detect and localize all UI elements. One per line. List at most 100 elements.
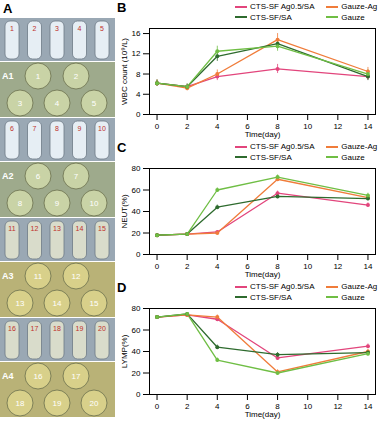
svg-text:8: 8 [136,70,141,79]
svg-text:19: 19 [53,399,62,408]
svg-text:16: 16 [132,29,141,38]
html-text:Gauze: Gauze [341,292,365,302]
svg-text:9: 9 [78,125,82,132]
svg-text:8: 8 [18,199,23,208]
html-text:B: B [117,0,127,15]
html-text:CTS-SF Ag0.5/SA: CTS-SF Ag0.5/SA [250,142,315,151]
svg-text:6: 6 [245,122,250,132]
svg-text:2: 2 [185,262,190,271]
svg-text:12: 12 [132,49,141,58]
svg-text:A1: A1 [2,71,14,81]
svg-text:0: 0 [136,110,141,119]
svg-text:10: 10 [303,262,312,271]
svg-text:20: 20 [90,399,99,408]
svg-text:6: 6 [36,172,41,181]
svg-text:WBC count (10⁹/L): WBC count (10⁹/L) [120,38,129,105]
svg-text:8: 8 [55,125,59,132]
svg-text:17: 17 [31,325,39,332]
svg-text:60: 60 [132,186,141,195]
svg-text:2: 2 [185,402,190,411]
html-text:Gauze-Ag: Gauze-Ag [341,2,378,11]
svg-text:14: 14 [364,402,373,411]
svg-text:16: 16 [8,325,16,332]
svg-text:4: 4 [55,99,60,108]
svg-text:10: 10 [98,125,106,132]
svg-text:Time(day): Time(day) [245,270,281,279]
svg-text:12: 12 [31,225,39,232]
svg-text:4: 4 [215,402,220,411]
html-text:CTS-SF/SA: CTS-SF/SA [250,12,292,22]
svg-text:14: 14 [364,262,373,271]
svg-text:1: 1 [10,25,14,32]
svg-text:Time(day): Time(day) [245,410,281,419]
html-text:CTS-SF/SA: CTS-SF/SA [250,152,292,162]
html-text:CTS-SF Ag0.5/SA: CTS-SF Ag0.5/SA [250,282,315,291]
html-text:D: D [117,280,127,295]
svg-text:15: 15 [90,299,99,308]
svg-text:A3: A3 [2,271,14,281]
svg-text:60: 60 [132,326,141,335]
svg-text:0: 0 [136,250,141,259]
html-text:Gauze: Gauze [341,152,365,162]
svg-text:4: 4 [215,262,220,271]
svg-text:0: 0 [155,402,160,411]
svg-text:9: 9 [55,199,60,208]
html-text:Gauze-Ag: Gauze-Ag [341,142,378,151]
html-text:C: C [117,140,127,155]
svg-text:3: 3 [18,99,23,108]
svg-text:5: 5 [92,99,97,108]
svg-text:12: 12 [333,402,342,411]
svg-text:6: 6 [10,125,14,132]
svg-text:4: 4 [78,25,82,32]
svg-text:4: 4 [215,122,220,131]
svg-text:18: 18 [53,325,61,332]
svg-text:7: 7 [74,172,79,181]
svg-text:80: 80 [132,164,141,173]
svg-text:40: 40 [132,347,141,356]
svg-text:12: 12 [333,122,342,131]
svg-text:10: 10 [90,199,99,208]
html-text:CTS-SF Ag0.5/SA: CTS-SF Ag0.5/SA [250,2,315,11]
svg-text:20: 20 [132,369,141,378]
svg-text:0: 0 [136,390,141,399]
svg-text:13: 13 [16,299,25,308]
svg-text:3: 3 [55,25,59,32]
svg-text:20: 20 [98,325,106,332]
svg-text:2: 2 [74,72,79,81]
svg-text:10: 10 [303,122,312,131]
svg-text:0: 0 [155,122,160,131]
svg-text:16: 16 [34,372,43,381]
svg-text:13: 13 [53,225,61,232]
svg-text:LYMP(%): LYMP(%) [120,334,129,368]
svg-text:17: 17 [72,372,81,381]
svg-text:11: 11 [34,272,43,281]
svg-text:19: 19 [76,325,84,332]
svg-text:14: 14 [364,122,373,131]
svg-text:0: 0 [155,262,160,271]
svg-text:A: A [3,1,13,16]
svg-text:NEUT(%): NEUT(%) [120,194,129,229]
svg-text:7: 7 [33,125,37,132]
html-text:Gauze-Ag: Gauze-Ag [341,282,378,291]
svg-text:14: 14 [76,225,84,232]
svg-text:4: 4 [136,90,141,99]
svg-text:20: 20 [132,229,141,238]
svg-text:11: 11 [8,225,15,232]
svg-text:12: 12 [72,272,81,281]
svg-text:12: 12 [333,262,342,271]
svg-text:A2: A2 [2,171,14,181]
svg-text:40: 40 [132,207,141,216]
svg-text:2: 2 [33,25,37,32]
svg-text:Time(day): Time(day) [245,130,281,139]
svg-text:2: 2 [185,122,190,131]
svg-text:5: 5 [100,25,104,32]
svg-text:A4: A4 [2,371,14,381]
html-text:CTS-SF/SA: CTS-SF/SA [250,292,292,302]
html-text:Gauze: Gauze [341,12,365,22]
svg-text:10: 10 [303,402,312,411]
svg-text:80: 80 [132,304,141,313]
svg-text:18: 18 [16,399,25,408]
svg-text:15: 15 [98,225,106,232]
svg-text:14: 14 [53,299,62,308]
svg-text:1: 1 [36,72,41,81]
